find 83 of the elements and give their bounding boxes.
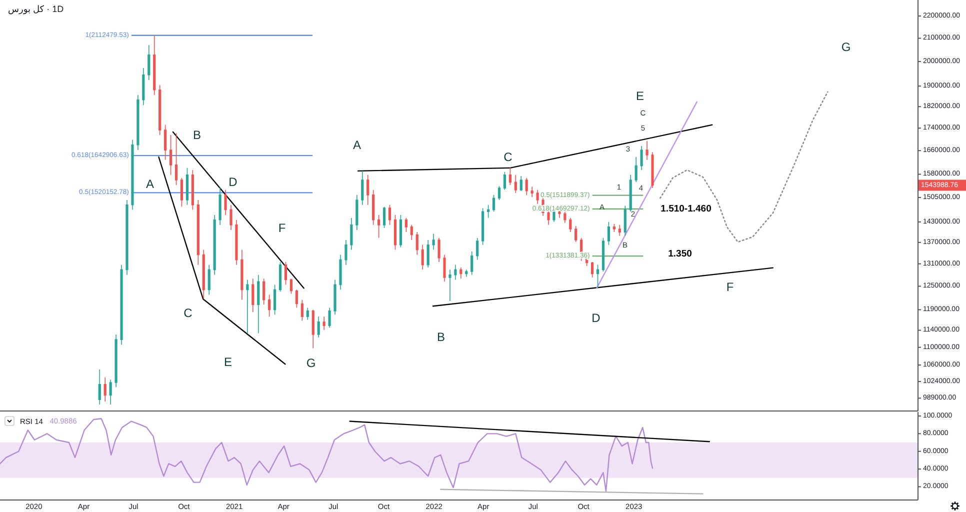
candlestick [328, 307, 331, 328]
candlestick [252, 278, 254, 313]
candlestick [218, 186, 222, 226]
candlestick [224, 190, 227, 216]
candlestick [426, 240, 430, 268]
candlestick [470, 251, 474, 276]
annotation: G [841, 40, 851, 54]
candlestick [612, 224, 616, 232]
annotation: A [352, 138, 362, 152]
candlestick [169, 134, 172, 176]
candlestick [646, 140, 648, 160]
candlestick [574, 226, 578, 242]
candlestick [634, 156, 638, 183]
candlestick [148, 44, 150, 80]
candlestick [416, 232, 418, 256]
candlestick [443, 254, 446, 282]
candlestick [508, 166, 512, 186]
candlestick [322, 316, 326, 330]
candlestick [514, 174, 517, 194]
candlestick [618, 224, 621, 236]
candlestick [520, 176, 522, 192]
candlestick [153, 35, 156, 96]
candlestick [174, 132, 178, 186]
candlestick [366, 174, 370, 206]
candlestick [460, 267, 462, 280]
candlestick [104, 376, 106, 402]
candlestick [126, 200, 128, 276]
candlestick [334, 279, 336, 315]
candlestick [208, 264, 210, 296]
candlestick [438, 237, 440, 262]
candlestick [404, 218, 408, 232]
candlestick [569, 218, 572, 232]
candlestick [240, 249, 244, 300]
annotation: C [184, 306, 193, 320]
annotation: C [504, 150, 513, 164]
candlestick [306, 307, 309, 320]
candlestick [312, 309, 314, 349]
line-series [0, 418, 654, 492]
candlestick [432, 233, 435, 250]
annotation: E [636, 89, 644, 103]
candlestick [235, 220, 238, 266]
candlestick [624, 205, 626, 236]
candlestick [454, 264, 457, 280]
candlestick [109, 379, 112, 405]
candlestick [486, 204, 490, 218]
candlestick [361, 170, 364, 206]
candlestick [651, 152, 654, 188]
candlestick [536, 190, 539, 204]
annotation: D [592, 311, 601, 325]
annotation: F [278, 221, 286, 235]
line-series [660, 91, 828, 243]
candlestick [246, 279, 249, 334]
candlestick [356, 194, 358, 230]
candlestick [378, 214, 380, 238]
annotation: 1.510-1.460 [660, 204, 712, 214]
annotation: 1.350 [668, 248, 692, 260]
candlestick [421, 244, 424, 270]
candlestick [448, 269, 452, 302]
candlestick [410, 224, 413, 240]
candlestick [317, 316, 320, 338]
annotation: B [192, 128, 202, 142]
annotation: F [726, 280, 734, 294]
candlestick [257, 274, 260, 334]
annotation: A [146, 177, 154, 191]
candlestick [202, 249, 205, 300]
candlestick [344, 240, 348, 266]
candlestick [339, 254, 342, 290]
candlestick [142, 68, 145, 106]
candlestick [131, 139, 134, 210]
candlestick [350, 218, 353, 250]
candlestick [596, 264, 600, 289]
candlestick [525, 177, 528, 196]
annotation: G [306, 356, 316, 370]
annotation: E [224, 355, 232, 369]
candlestick [465, 269, 468, 278]
candlestick [564, 211, 566, 224]
candlestick [230, 204, 232, 230]
candlestick [640, 146, 643, 170]
candlestick [530, 186, 534, 198]
annotation: D [228, 175, 238, 189]
annotation: B [436, 330, 446, 344]
candlestick [120, 264, 123, 346]
candlestick [98, 369, 101, 405]
